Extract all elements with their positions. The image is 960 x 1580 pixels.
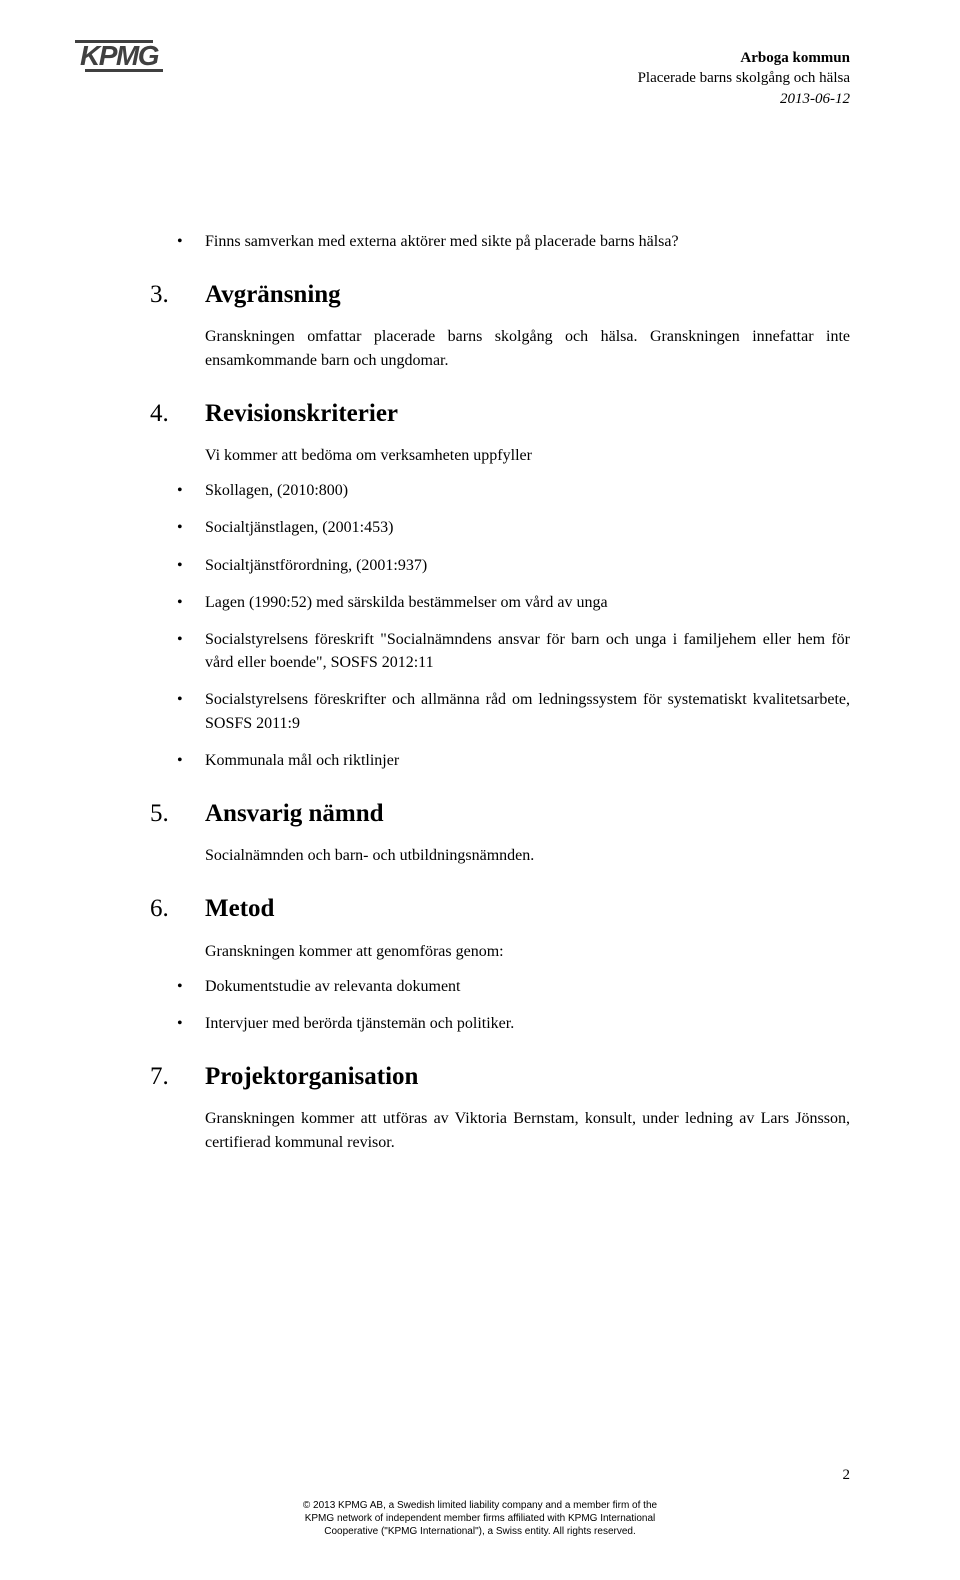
section-5-p1: Socialnämnden och barn- och utbildningsn… bbox=[205, 844, 850, 867]
section-3: 3. Avgränsning Granskningen omfattar pla… bbox=[150, 277, 850, 372]
section-7-heading: 7. Projektorganisation bbox=[150, 1059, 850, 1095]
section-3-body: Granskningen omfattar placerade barns sk… bbox=[150, 325, 850, 371]
list-item: Socialtjänstförordning, (2001:937) bbox=[205, 554, 850, 577]
section-5: 5. Ansvarig nämnd Socialnämnden och barn… bbox=[150, 796, 850, 867]
section-4-heading: 4. Revisionskriterier bbox=[150, 396, 850, 432]
list-item: Socialstyrelsens föreskrifter och allmän… bbox=[205, 688, 850, 734]
section-5-title: Ansvarig nämnd bbox=[205, 796, 384, 832]
section-4-title: Revisionskriterier bbox=[205, 396, 398, 432]
section-5-heading: 5. Ansvarig nämnd bbox=[150, 796, 850, 832]
logo-text: KPMG bbox=[80, 40, 158, 72]
section-7-title: Projektorganisation bbox=[205, 1059, 418, 1095]
list-item: Socialstyrelsens föreskrift "Socialnämnd… bbox=[205, 628, 850, 674]
section-6-body: Granskningen kommer att genomföras genom… bbox=[150, 940, 850, 963]
document-page: KPMG Arboga kommun Placerade barns skolg… bbox=[0, 0, 960, 1580]
header-line1: Arboga kommun bbox=[638, 48, 850, 68]
header-right: Arboga kommun Placerade barns skolgång o… bbox=[638, 48, 850, 109]
kpmg-logo: KPMG bbox=[80, 40, 158, 72]
section-6-bullets: Dokumentstudie av relevanta dokument Int… bbox=[150, 975, 850, 1035]
footer: © 2013 KPMG AB, a Swedish limited liabil… bbox=[0, 1499, 960, 1538]
header-line2: Placerade barns skolgång och hälsa bbox=[638, 68, 850, 88]
section-4-body: Vi kommer att bedöma om verksamheten upp… bbox=[150, 444, 850, 467]
section-6-num: 6. bbox=[150, 891, 205, 927]
page-number: 2 bbox=[843, 1467, 851, 1484]
intro-bullet-list: Finns samverkan med externa aktörer med … bbox=[150, 230, 850, 253]
list-item: Kommunala mål och riktlinjer bbox=[205, 749, 850, 772]
section-4: 4. Revisionskriterier Vi kommer att bedö… bbox=[150, 396, 850, 772]
section-5-body: Socialnämnden och barn- och utbildningsn… bbox=[150, 844, 850, 867]
header-line3: 2013-06-12 bbox=[638, 89, 850, 109]
section-5-num: 5. bbox=[150, 796, 205, 832]
section-3-p1: Granskningen omfattar placerade barns sk… bbox=[205, 325, 850, 371]
section-6-heading: 6. Metod bbox=[150, 891, 850, 927]
list-item: Lagen (1990:52) med särskilda bestämmels… bbox=[205, 591, 850, 614]
list-item: Skollagen, (2010:800) bbox=[205, 479, 850, 502]
footer-line3: Cooperative ("KPMG International"), a Sw… bbox=[0, 1525, 960, 1538]
section-7-num: 7. bbox=[150, 1059, 205, 1095]
section-3-heading: 3. Avgränsning bbox=[150, 277, 850, 313]
content: Finns samverkan med externa aktörer med … bbox=[150, 230, 850, 1154]
footer-line1: © 2013 KPMG AB, a Swedish limited liabil… bbox=[0, 1499, 960, 1512]
section-6: 6. Metod Granskningen kommer att genomfö… bbox=[150, 891, 850, 1035]
section-7-body: Granskningen kommer att utföras av Vikto… bbox=[150, 1107, 850, 1153]
section-4-num: 4. bbox=[150, 396, 205, 432]
list-item: Intervjuer med berörda tjänstemän och po… bbox=[205, 1012, 850, 1035]
section-3-num: 3. bbox=[150, 277, 205, 313]
section-7: 7. Projektorganisation Granskningen komm… bbox=[150, 1059, 850, 1154]
section-7-p1: Granskningen kommer att utföras av Vikto… bbox=[205, 1107, 850, 1153]
intro-bullet-item: Finns samverkan med externa aktörer med … bbox=[205, 230, 850, 253]
section-4-bullets: Skollagen, (2010:800) Socialtjänstlagen,… bbox=[150, 479, 850, 772]
list-item: Dokumentstudie av relevanta dokument bbox=[205, 975, 850, 998]
section-3-title: Avgränsning bbox=[205, 277, 341, 313]
section-6-title: Metod bbox=[205, 891, 274, 927]
list-item: Socialtjänstlagen, (2001:453) bbox=[205, 516, 850, 539]
footer-line2: KPMG network of independent member firms… bbox=[0, 1512, 960, 1525]
section-6-p1: Granskningen kommer att genomföras genom… bbox=[205, 940, 850, 963]
section-4-p1: Vi kommer att bedöma om verksamheten upp… bbox=[205, 444, 850, 467]
